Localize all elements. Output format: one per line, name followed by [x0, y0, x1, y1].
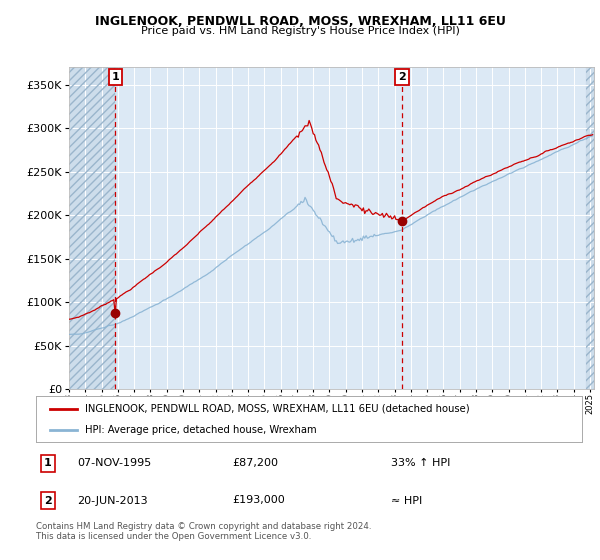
Text: ≈ HPI: ≈ HPI — [391, 496, 422, 506]
Text: INGLENOOK, PENDWLL ROAD, MOSS, WREXHAM, LL11 6EU (detached house): INGLENOOK, PENDWLL ROAD, MOSS, WREXHAM, … — [85, 404, 470, 414]
Text: 2: 2 — [44, 496, 52, 506]
Text: 1: 1 — [112, 72, 119, 82]
Text: £193,000: £193,000 — [233, 496, 286, 506]
Text: Price paid vs. HM Land Registry's House Price Index (HPI): Price paid vs. HM Land Registry's House … — [140, 26, 460, 36]
Text: 07-NOV-1995: 07-NOV-1995 — [77, 459, 151, 468]
Text: Contains HM Land Registry data © Crown copyright and database right 2024.
This d: Contains HM Land Registry data © Crown c… — [36, 522, 371, 542]
Text: HPI: Average price, detached house, Wrexham: HPI: Average price, detached house, Wrex… — [85, 425, 317, 435]
Text: 20-JUN-2013: 20-JUN-2013 — [77, 496, 148, 506]
Text: 1: 1 — [44, 459, 52, 468]
Text: INGLENOOK, PENDWLL ROAD, MOSS, WREXHAM, LL11 6EU: INGLENOOK, PENDWLL ROAD, MOSS, WREXHAM, … — [95, 15, 505, 27]
Text: £87,200: £87,200 — [233, 459, 278, 468]
Bar — [69, 67, 115, 389]
Bar — [586, 67, 594, 389]
Text: 33% ↑ HPI: 33% ↑ HPI — [391, 459, 450, 468]
Text: 2: 2 — [398, 72, 406, 82]
